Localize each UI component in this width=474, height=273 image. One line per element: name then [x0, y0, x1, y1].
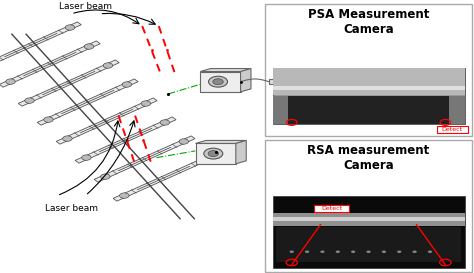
- Circle shape: [82, 155, 91, 160]
- Bar: [273, 196, 465, 268]
- Polygon shape: [241, 69, 251, 92]
- Circle shape: [141, 101, 151, 106]
- Circle shape: [351, 251, 356, 253]
- Bar: [273, 86, 465, 90]
- Circle shape: [44, 117, 53, 122]
- Circle shape: [84, 44, 94, 49]
- Circle shape: [63, 136, 72, 141]
- Polygon shape: [75, 117, 176, 163]
- Bar: [269, 79, 274, 84]
- Circle shape: [397, 251, 401, 253]
- Bar: [273, 96, 288, 124]
- Bar: [196, 143, 236, 164]
- Text: Detect: Detect: [321, 206, 342, 211]
- Bar: [288, 96, 449, 124]
- Bar: [265, 4, 472, 136]
- Text: PSA Measurement
Camera: PSA Measurement Camera: [308, 8, 429, 36]
- Circle shape: [100, 174, 110, 179]
- Text: Laser beam: Laser beam: [59, 2, 112, 11]
- Circle shape: [290, 251, 294, 253]
- Text: RSA measurement
Camera: RSA measurement Camera: [308, 144, 429, 172]
- Circle shape: [382, 251, 386, 253]
- Bar: [273, 218, 465, 221]
- Circle shape: [198, 158, 208, 163]
- Polygon shape: [236, 140, 246, 164]
- Circle shape: [204, 148, 223, 159]
- Text: Detect: Detect: [442, 127, 463, 132]
- Circle shape: [122, 82, 132, 87]
- FancyBboxPatch shape: [437, 126, 468, 133]
- Circle shape: [305, 251, 309, 253]
- Polygon shape: [0, 22, 81, 68]
- Polygon shape: [18, 60, 119, 106]
- Polygon shape: [56, 98, 157, 144]
- Circle shape: [428, 251, 432, 253]
- FancyBboxPatch shape: [314, 205, 349, 212]
- Text: Laser beam: Laser beam: [45, 204, 98, 213]
- Circle shape: [366, 251, 371, 253]
- Circle shape: [65, 25, 75, 30]
- Circle shape: [6, 79, 15, 84]
- Circle shape: [336, 251, 340, 253]
- Circle shape: [25, 98, 34, 103]
- Polygon shape: [113, 155, 214, 201]
- Polygon shape: [196, 140, 246, 143]
- Bar: [276, 227, 461, 262]
- Circle shape: [208, 151, 219, 157]
- Circle shape: [103, 63, 113, 68]
- Circle shape: [320, 251, 325, 253]
- Circle shape: [119, 193, 129, 198]
- Circle shape: [179, 139, 189, 144]
- Bar: [265, 140, 472, 272]
- Circle shape: [160, 120, 170, 125]
- Bar: [201, 72, 241, 92]
- Polygon shape: [94, 136, 195, 182]
- Bar: [273, 68, 465, 95]
- Bar: [273, 213, 465, 226]
- Bar: [449, 96, 465, 124]
- Circle shape: [209, 76, 228, 87]
- Polygon shape: [201, 69, 251, 72]
- Polygon shape: [37, 79, 138, 125]
- Polygon shape: [0, 41, 100, 87]
- Bar: [273, 68, 465, 124]
- Circle shape: [213, 79, 223, 85]
- Circle shape: [412, 251, 417, 253]
